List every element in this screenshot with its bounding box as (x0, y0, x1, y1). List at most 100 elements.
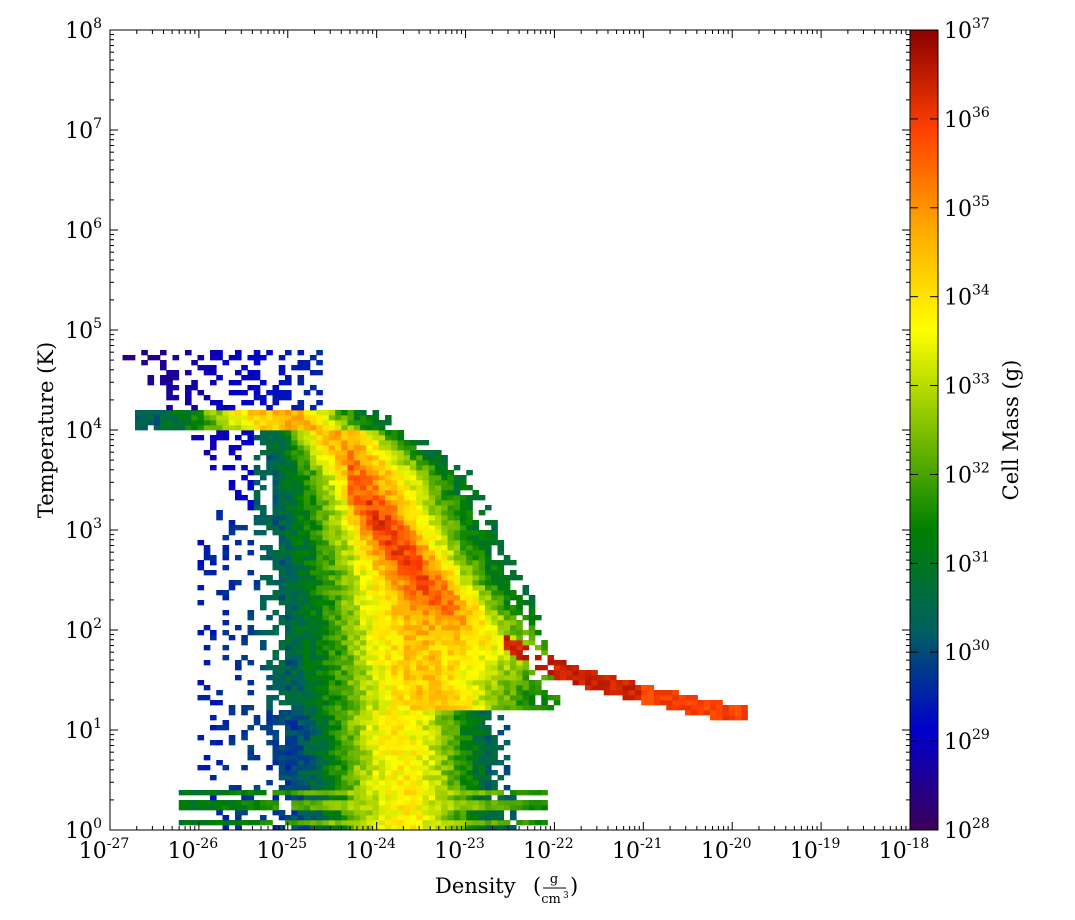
heatmap-cell (485, 675, 492, 681)
heatmap-cell (341, 510, 348, 516)
heatmap-cell (378, 550, 386, 556)
heatmap-cell (360, 480, 367, 486)
heatmap-cell (703, 710, 711, 716)
heatmap-cell (328, 695, 336, 701)
heatmap-cell (191, 805, 198, 811)
heatmap-cell (666, 700, 673, 706)
heatmap-cell (478, 595, 486, 601)
heatmap-cell (235, 825, 242, 830)
heatmap-cell (466, 795, 473, 801)
heatmap-cell (341, 780, 348, 786)
heatmap-cell (322, 575, 330, 581)
heatmap-cell (316, 465, 323, 471)
heatmap-cell (178, 805, 186, 811)
heatmap-cell (260, 555, 267, 561)
heatmap-cell (453, 685, 461, 691)
heatmap-cell (222, 435, 230, 441)
heatmap-cell (360, 605, 367, 611)
heatmap-cell (291, 535, 298, 541)
heatmap-cell (710, 715, 717, 721)
heatmap-cell (185, 425, 192, 431)
heatmap-cell (460, 475, 467, 481)
heatmap-cell (353, 550, 361, 556)
heatmap-cell (435, 555, 442, 561)
heatmap-cell (203, 420, 211, 426)
heatmap-cell (247, 750, 255, 756)
heatmap-cell (597, 675, 605, 681)
heatmap-cell (416, 505, 423, 511)
heatmap-cell (403, 570, 411, 576)
heatmap-cell (397, 585, 405, 591)
heatmap-cell (535, 705, 542, 711)
heatmap-cell (291, 590, 298, 596)
heatmap-cell (241, 430, 248, 436)
heatmap-cell (260, 395, 267, 401)
heatmap-cell (366, 710, 373, 716)
heatmap-cell (435, 685, 442, 691)
heatmap-cell (297, 710, 305, 716)
heatmap-cell (285, 350, 292, 356)
heatmap-cell (285, 585, 292, 591)
heatmap-cell (410, 620, 417, 626)
heatmap-cell (641, 695, 648, 701)
heatmap-cell (610, 690, 617, 696)
heatmap-cell (391, 475, 398, 481)
heatmap-cell (266, 765, 273, 771)
heatmap-cell (441, 770, 448, 776)
heatmap-cell (460, 660, 467, 666)
heatmap-cell (241, 365, 248, 371)
heatmap-cell (335, 820, 342, 826)
heatmap-cell (341, 790, 348, 796)
heatmap-cell (428, 735, 436, 741)
heatmap-cell (653, 695, 661, 701)
heatmap-cell (291, 555, 298, 561)
heatmap-cell (353, 740, 361, 746)
heatmap-cell (460, 545, 467, 551)
heatmap-cell (422, 680, 430, 686)
heatmap-cell (335, 815, 342, 821)
heatmap-cell (385, 670, 392, 676)
heatmap-cell (410, 505, 417, 511)
heatmap-cell (291, 410, 298, 416)
heatmap-cell (291, 730, 298, 736)
heatmap-cell (497, 820, 505, 826)
heatmap-cell (328, 820, 336, 826)
heatmap-cell (535, 800, 542, 806)
heatmap-cell (316, 535, 323, 541)
heatmap-cell (422, 555, 430, 561)
heatmap-cell (372, 670, 380, 676)
heatmap-cell (303, 410, 311, 416)
heatmap-cell (322, 650, 330, 656)
colorbar-tick-label: 1036 (944, 105, 990, 133)
heatmap-cell (385, 725, 392, 731)
heatmap-cell (341, 515, 348, 521)
heatmap-cell (541, 805, 548, 811)
heatmap-cell (460, 780, 467, 786)
heatmap-cell (385, 775, 392, 781)
heatmap-cell (310, 665, 317, 671)
heatmap-cell (560, 670, 567, 676)
heatmap-cell (447, 710, 455, 716)
heatmap-cell (297, 640, 305, 646)
heatmap-cell (297, 520, 305, 526)
heatmap-cell (272, 720, 280, 726)
heatmap-cell (447, 695, 455, 701)
heatmap-cell (503, 555, 511, 561)
heatmap-cell (341, 475, 348, 481)
heatmap-cell (310, 800, 317, 806)
heatmap-cell (353, 735, 361, 741)
heatmap-cell (310, 590, 317, 596)
heatmap-cell (447, 605, 455, 611)
heatmap-cell (441, 465, 448, 471)
heatmap-cell (235, 810, 242, 816)
heatmap-cell (428, 700, 436, 706)
heatmap-cell (353, 760, 361, 766)
heatmap-cell (397, 695, 405, 701)
heatmap-cell (303, 715, 311, 721)
heatmap-cell (385, 505, 392, 511)
heatmap-cell (322, 820, 330, 826)
heatmap-cell (585, 680, 592, 686)
heatmap-cell (460, 520, 467, 526)
heatmap-cell (328, 435, 336, 441)
heatmap-cell (372, 715, 380, 721)
